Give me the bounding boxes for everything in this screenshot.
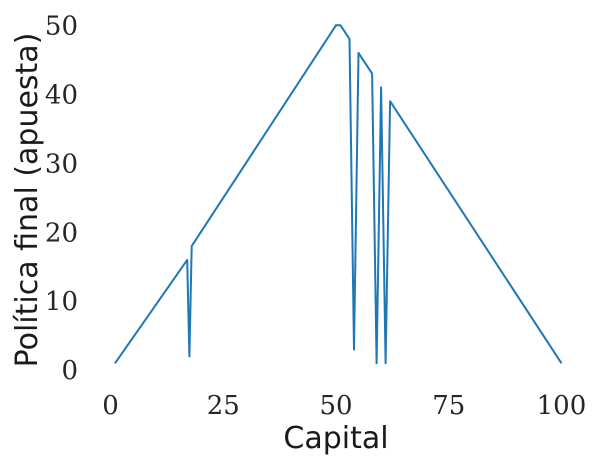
y-tick-label: 0 xyxy=(61,356,78,386)
series-line xyxy=(115,25,562,363)
x-tick-label: 75 xyxy=(432,391,465,421)
x-tick-label: 25 xyxy=(207,391,240,421)
y-tick-label: 50 xyxy=(45,11,78,41)
x-tick-labels: 0 25 50 75 100 xyxy=(102,391,586,421)
x-tick-label: 0 xyxy=(102,391,119,421)
series-group xyxy=(115,25,562,363)
y-tick-label: 30 xyxy=(45,149,78,179)
y-axis-label: Política final (apuesta) xyxy=(10,33,45,368)
y-tick-label: 40 xyxy=(45,80,78,110)
x-axis-label: Capital xyxy=(283,421,388,456)
x-tick-label: 100 xyxy=(537,391,587,421)
y-tick-label: 10 xyxy=(45,287,78,317)
y-tick-labels: 0 10 20 30 40 50 xyxy=(45,11,78,386)
x-tick-label: 50 xyxy=(319,391,352,421)
y-tick-label: 20 xyxy=(45,218,78,248)
